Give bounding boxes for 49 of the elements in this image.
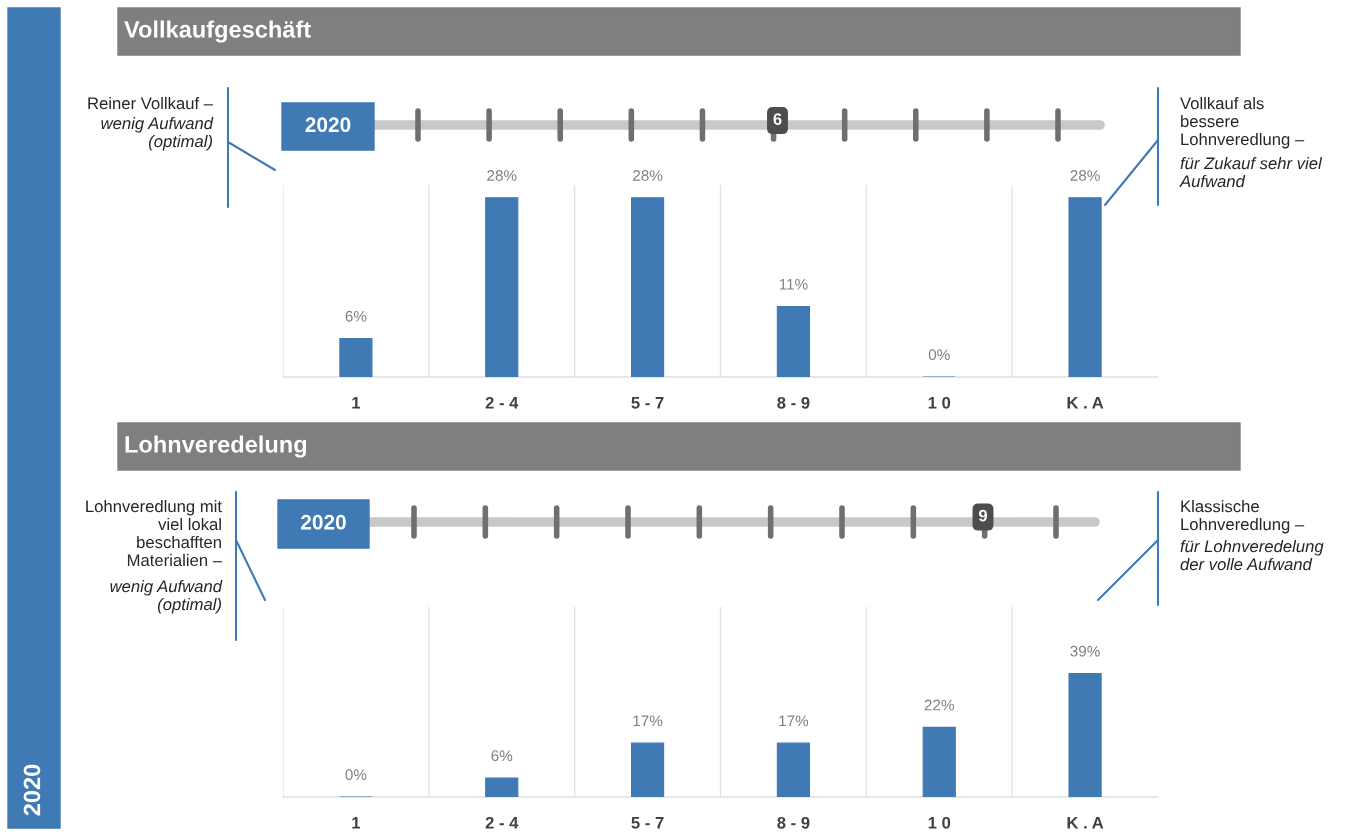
text: 2020 [305, 117, 351, 133]
text: 2020 [23, 764, 41, 816]
text: 2020 [301, 514, 346, 530]
data-label: 6% [491, 750, 513, 762]
data-label: 39% [1070, 645, 1100, 657]
data-label: 22% [924, 699, 954, 711]
text: Klassische Lohnveredlung – [1181, 500, 1305, 534]
chart-title: Lohnveredelung [125, 435, 307, 458]
text: 9 [978, 509, 988, 522]
data-label: 28% [487, 170, 517, 181]
x-tick-label: 1 0 [928, 396, 951, 409]
text: für Lohnveredelung der volle Aufwand [1180, 540, 1324, 571]
text: für Zukauf sehr viel Aufwand [1179, 157, 1323, 188]
text: Reiner Vollkauf – [88, 97, 213, 110]
x-tick-label: 1 [352, 817, 361, 829]
text: wenig Aufwand (optimal) [101, 117, 214, 151]
data-label: 11% [779, 278, 808, 290]
bar [339, 338, 373, 377]
x-tick-label: K . A [1067, 397, 1104, 409]
bar [485, 197, 519, 377]
data-label: 28% [1070, 170, 1100, 181]
x-tick-label: 8 - 9 [777, 396, 810, 409]
x-tick-label: 5 - 7 [631, 817, 664, 829]
x-tick-label: 8 - 9 [777, 816, 810, 829]
x-tick-label: 1 0 [928, 816, 951, 829]
bar [776, 306, 811, 377]
bar [922, 726, 956, 797]
text: Vollkauf als bessere Lohnveredlung – [1180, 97, 1305, 149]
x-tick-label: 5 - 7 [631, 397, 664, 409]
data-label: 28% [633, 170, 663, 181]
data-label: 6% [345, 310, 367, 322]
text: Lohnveredlung mit viel lokal beschafften Materialien – [86, 500, 222, 567]
bar [630, 197, 665, 377]
data-label: 17% [779, 715, 809, 727]
data-label: 17% [633, 715, 663, 727]
bar [776, 742, 811, 797]
data-label: 0% [928, 349, 950, 361]
chart-title: Vollkaufgeschäft [124, 20, 311, 43]
x-tick-label: K . A [1067, 817, 1104, 829]
x-tick-label: 1 [352, 397, 361, 409]
bar [1068, 197, 1102, 377]
data-label: 0% [345, 769, 367, 781]
bar [630, 742, 665, 797]
bar [485, 777, 519, 797]
x-tick-label: 2 - 4 [485, 816, 519, 829]
bar [1068, 672, 1102, 797]
text: wenig Aufwand (optimal) [110, 580, 223, 614]
x-tick-label: 2 - 4 [485, 396, 519, 409]
text: 6 [773, 113, 782, 125]
